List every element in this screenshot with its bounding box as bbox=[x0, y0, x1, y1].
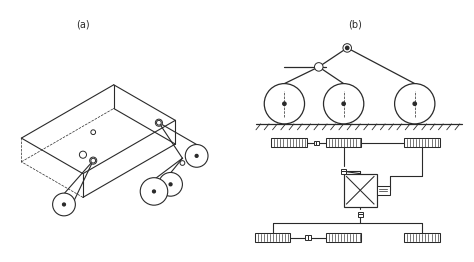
Circle shape bbox=[91, 130, 96, 135]
Circle shape bbox=[169, 183, 172, 186]
Bar bbox=[255, 233, 290, 242]
Bar bbox=[341, 169, 346, 171]
Bar bbox=[308, 235, 311, 240]
Text: (a): (a) bbox=[76, 20, 90, 30]
Bar bbox=[344, 174, 377, 207]
Circle shape bbox=[79, 151, 86, 158]
Bar bbox=[358, 214, 363, 217]
Circle shape bbox=[323, 84, 364, 124]
Bar bbox=[316, 140, 319, 145]
Bar bbox=[358, 212, 363, 214]
Circle shape bbox=[413, 102, 417, 105]
Circle shape bbox=[155, 119, 163, 126]
Circle shape bbox=[153, 190, 155, 193]
Circle shape bbox=[195, 155, 198, 157]
Circle shape bbox=[185, 145, 208, 167]
Circle shape bbox=[63, 203, 65, 206]
Circle shape bbox=[283, 102, 286, 105]
Circle shape bbox=[180, 161, 185, 165]
Bar bbox=[377, 186, 390, 194]
Circle shape bbox=[314, 63, 323, 71]
Circle shape bbox=[264, 84, 304, 124]
Bar bbox=[271, 138, 307, 147]
Circle shape bbox=[156, 120, 161, 125]
Circle shape bbox=[342, 102, 345, 105]
Bar bbox=[326, 138, 361, 147]
Text: (b): (b) bbox=[348, 20, 363, 30]
Bar bbox=[326, 233, 361, 242]
Bar bbox=[404, 233, 440, 242]
Bar bbox=[341, 171, 346, 174]
Circle shape bbox=[91, 158, 96, 163]
Circle shape bbox=[90, 157, 97, 164]
Circle shape bbox=[140, 178, 168, 205]
Bar bbox=[305, 235, 308, 240]
Circle shape bbox=[53, 193, 75, 216]
Circle shape bbox=[159, 172, 182, 196]
Circle shape bbox=[343, 44, 352, 52]
Bar bbox=[314, 140, 316, 145]
Bar bbox=[404, 138, 440, 147]
Circle shape bbox=[346, 46, 349, 50]
Circle shape bbox=[394, 84, 435, 124]
